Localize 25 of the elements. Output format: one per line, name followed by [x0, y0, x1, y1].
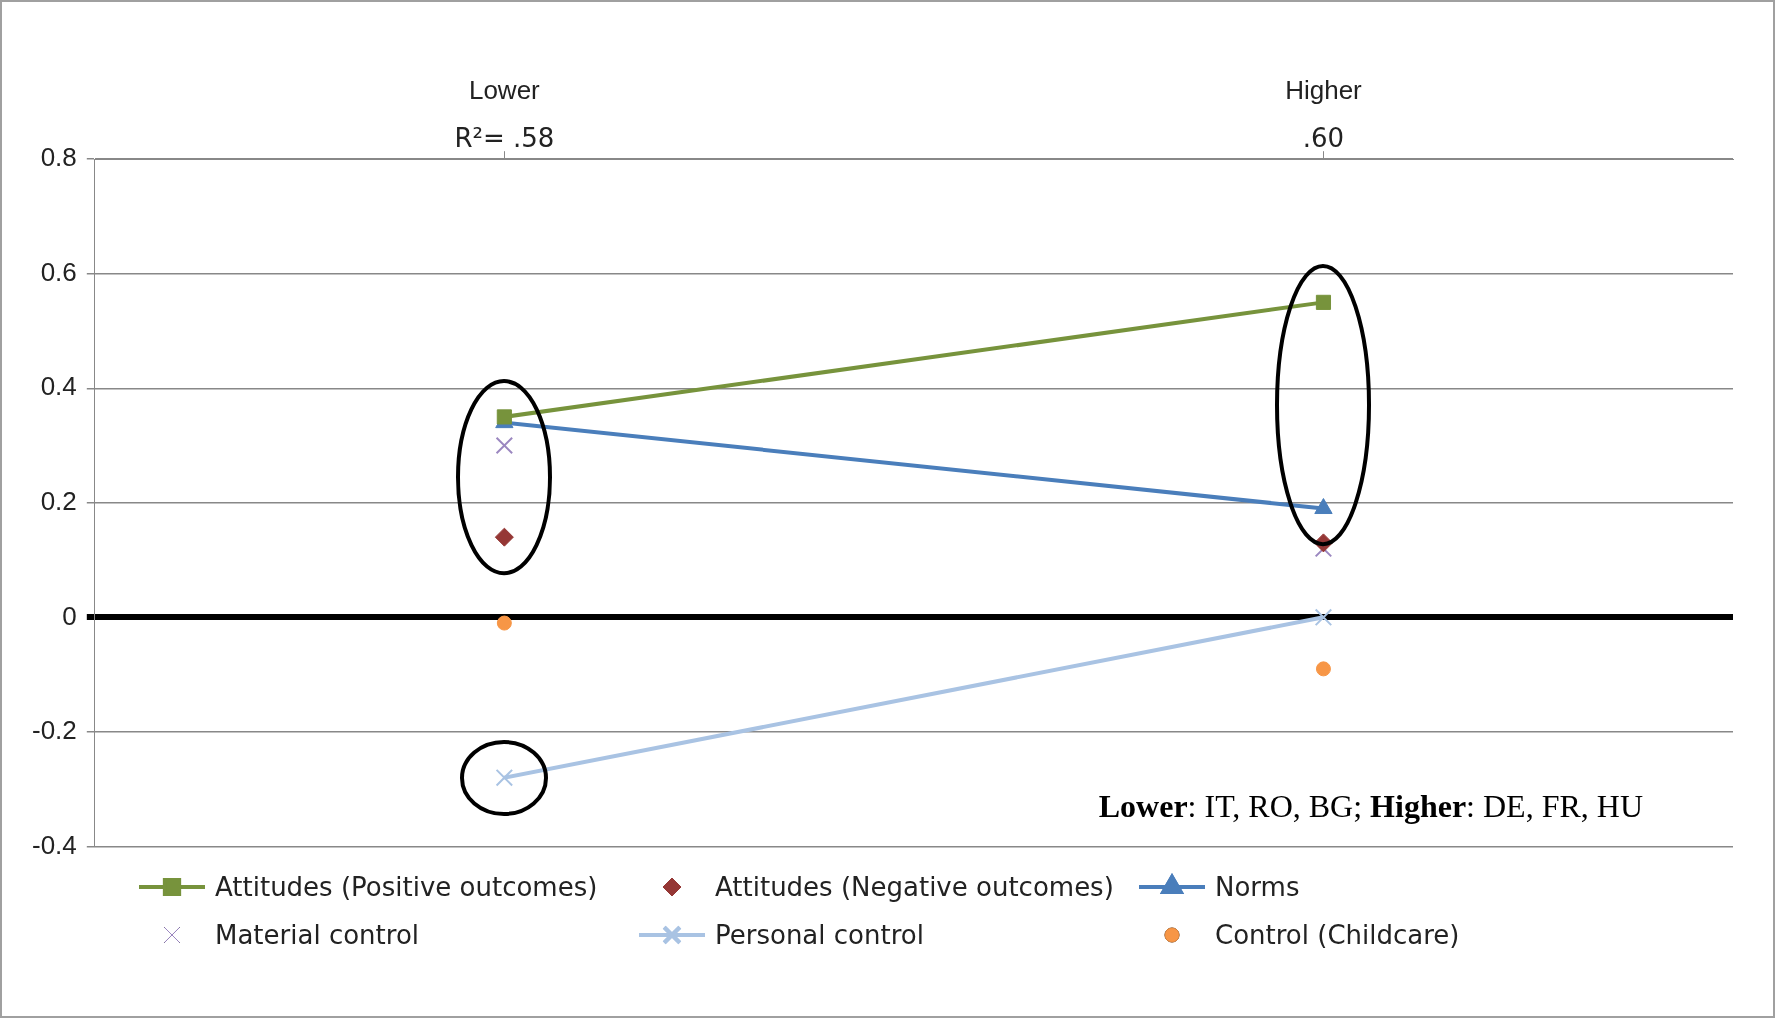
legend-label: Material control — [215, 920, 420, 950]
x-tick-label: Higher — [1285, 74, 1363, 105]
y-tick-label: 0.6 — [40, 256, 77, 287]
point — [495, 768, 514, 787]
point — [1315, 294, 1332, 310]
point — [496, 615, 512, 631]
y-tick-label: -0.4 — [31, 829, 77, 860]
point — [494, 527, 514, 547]
y-tick-label: 0 — [62, 600, 77, 631]
text: R²= .58 — [454, 122, 555, 153]
point — [1314, 608, 1333, 627]
x-tick-label: Lower — [468, 74, 541, 105]
legend-label: Norms — [1215, 872, 1300, 902]
point — [495, 436, 514, 455]
legend-label: Attitudes (Negative outcomes) — [715, 872, 1114, 902]
y-tick-label: -0.2 — [31, 715, 77, 746]
legend-label: Attitudes (Positive outcomes) — [215, 872, 598, 902]
y-tick-label: 0.2 — [40, 485, 77, 516]
y-tick-label: 0.4 — [40, 371, 77, 402]
legend-label: Control (Childcare) — [1215, 920, 1460, 950]
point — [1315, 661, 1331, 677]
annotation: Lower: IT, RO, BG; Higher: DE, FR, HU — [1098, 787, 1643, 824]
legend-label: Personal control — [715, 920, 924, 950]
text: .60 — [1302, 122, 1345, 153]
y-tick-label: 0.8 — [40, 142, 77, 173]
